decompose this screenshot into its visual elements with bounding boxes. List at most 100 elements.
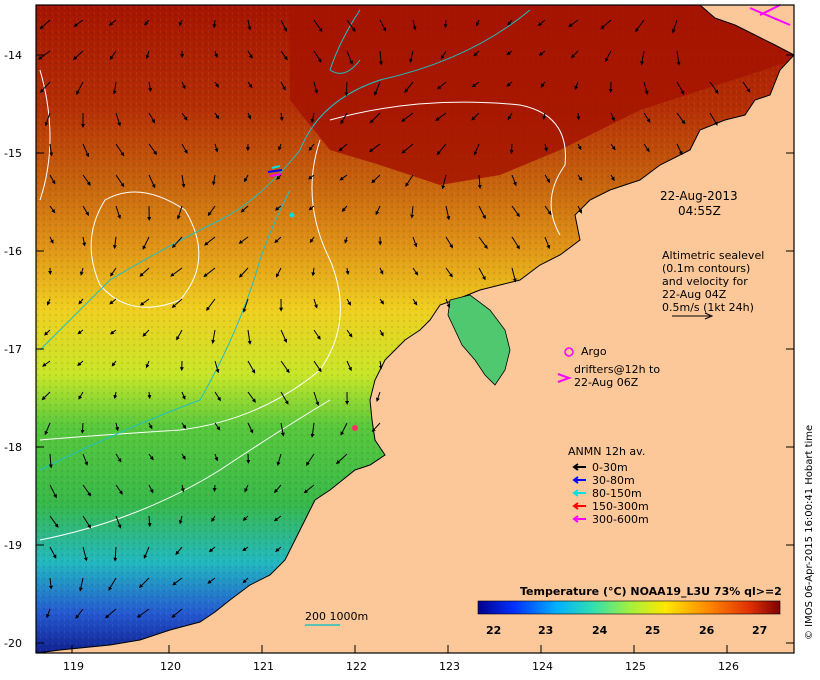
lon-label: 119 [63, 660, 84, 673]
velocity-arrow [308, 205, 315, 211]
velocity-arrow [214, 50, 218, 58]
velocity-arrow [148, 453, 154, 461]
velocity-arrow [475, 19, 480, 27]
velocity-arrow [676, 112, 686, 125]
velocity-arrow [371, 174, 381, 184]
arrow-left-icon [572, 502, 586, 510]
velocity-arrow [148, 81, 153, 93]
velocity-arrow [709, 112, 718, 126]
colorbar-tick: 26 [699, 624, 715, 637]
velocity-arrow [115, 174, 125, 188]
velocity-arrow [335, 453, 348, 465]
anmn-item: 0-30m [572, 461, 628, 474]
velocity-arrow [176, 205, 183, 220]
lat-label: -16 [4, 245, 22, 258]
velocity-arrow [181, 422, 187, 430]
velocity-arrow [511, 205, 520, 218]
velocity-arrow [279, 112, 284, 122]
velocity-arrow [308, 143, 315, 151]
velocity-arrow [276, 453, 282, 466]
velocity-arrow [211, 329, 216, 344]
velocity-arrow [313, 360, 322, 373]
bathymetry-contours [39, 9, 531, 471]
colorbar-title: Temperature (°C) NOAA19_L3U 73% ql>=2 [520, 585, 782, 598]
velocity-arrow [49, 236, 54, 244]
velocity-arrow [511, 267, 517, 283]
velocity-arrow [208, 546, 216, 553]
velocity-arrow [274, 205, 282, 211]
velocity-arrow [247, 391, 256, 403]
velocity-arrow [211, 515, 216, 523]
velocity-arrow [111, 360, 117, 367]
velocity-arrow [345, 267, 350, 275]
velocity-arrow [437, 81, 447, 90]
velocity-arrow [511, 174, 517, 187]
argo-legend: Argo drifters@12h to 22-Aug 06Z [557, 345, 660, 389]
velocity-arrow [378, 360, 383, 370]
warm-water-patch [290, 5, 794, 185]
velocity-arrow [138, 577, 150, 589]
velocity-arrow [44, 112, 51, 127]
velocity-arrow [276, 267, 282, 278]
velocity-arrow [671, 19, 678, 34]
velocity-arrow [238, 236, 249, 244]
velocity-arrow [82, 174, 91, 186]
velocity-arrow [379, 298, 385, 305]
velocity-arrow [77, 329, 84, 335]
plot-border [35, 4, 795, 654]
velocity-arrow [478, 205, 486, 220]
velocity-arrow [181, 81, 186, 90]
velocity-arrow [610, 174, 615, 182]
velocity-arrow [600, 19, 612, 30]
velocity-arrow [308, 174, 315, 180]
anmn-item: 150-300m [572, 500, 649, 513]
anmn-item: 30-80m [572, 474, 635, 487]
arrow-left-icon [572, 489, 586, 497]
velocity-arrow [568, 19, 579, 28]
velocity-arrow [44, 422, 51, 436]
velocity-arrow [478, 236, 488, 250]
velocity-arrow [148, 174, 156, 189]
velocity-arrow [42, 360, 51, 367]
scale-arrowhead [704, 312, 714, 320]
velocity-arrow [172, 577, 183, 586]
velocity-arrow [276, 174, 282, 181]
velocity-arrow [110, 267, 117, 277]
velocity-arrow [412, 298, 418, 306]
velocity-arrow [274, 484, 282, 494]
mooring-arrow-magenta [269, 173, 283, 177]
velocity-arrow [77, 360, 84, 367]
velocity-arrow [544, 205, 552, 216]
drifters-label: 22-Aug 06Z [574, 376, 639, 389]
velocity-arrow [339, 174, 348, 181]
drifter-icon [557, 373, 572, 383]
velocity-arrow [207, 577, 216, 584]
velocity-arrow [303, 484, 315, 494]
lat-label: -14 [4, 49, 22, 62]
lat-label: -19 [4, 539, 22, 552]
velocity-arrow [242, 577, 249, 584]
velocity-arrow [142, 329, 150, 337]
velocity-arrow [676, 50, 681, 66]
velocity-arrow [709, 81, 719, 94]
velocity-arrow [148, 143, 158, 156]
velocity-arrow [214, 360, 220, 374]
velocity-arrow [214, 143, 219, 153]
velocity-arrow [115, 453, 122, 463]
velocity-arrow [511, 236, 520, 250]
lat-label: -20 [4, 637, 22, 650]
velocity-arrow [410, 205, 415, 219]
lon-axis: 119 120 121 122 123 124 125 126 [63, 645, 739, 673]
velocity-arrow [145, 50, 150, 60]
colorbar: Temperature (°C) NOAA19_L3U 73% ql>=2 22… [477, 585, 782, 637]
velocity-arrow [742, 81, 751, 93]
velocity-arrow [113, 391, 118, 400]
velocity-arrow [46, 298, 51, 306]
velocity-arrow [48, 453, 53, 469]
arrow-left-icon [572, 515, 586, 523]
anmn-label: 80-150m [592, 487, 642, 500]
anmn-label: 0-30m [592, 461, 628, 474]
velocity-arrow [139, 298, 150, 306]
velocity-arrow [305, 453, 315, 466]
velocity-arrow [115, 205, 121, 220]
